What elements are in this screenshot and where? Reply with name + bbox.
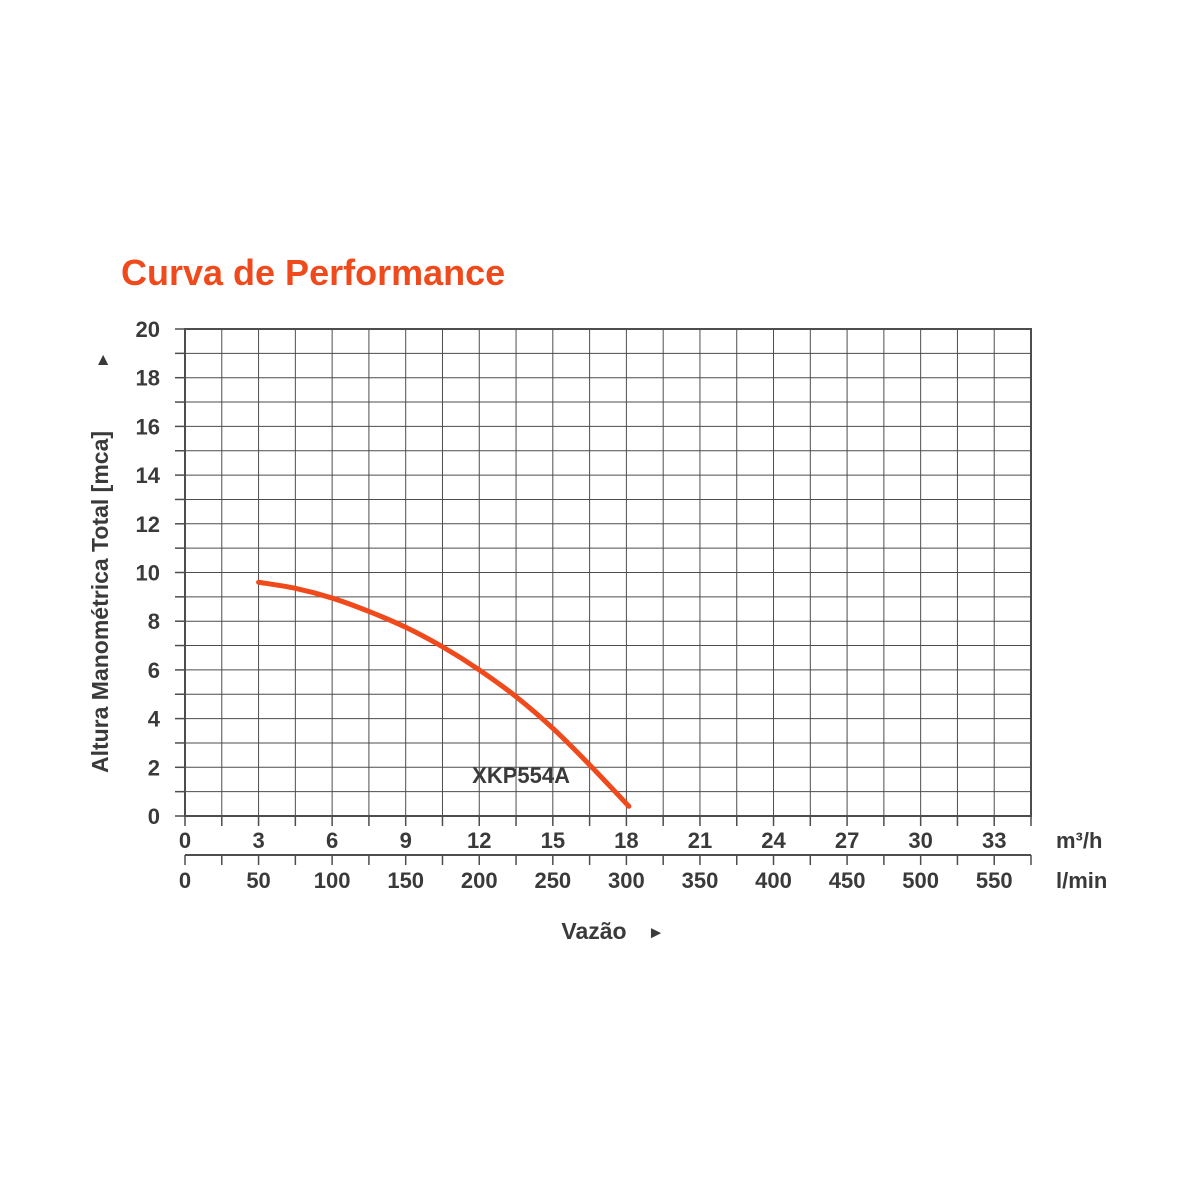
y-tick-label: 18 xyxy=(136,366,160,391)
y-axis-label: Altura Manométrica Total [mca] xyxy=(87,431,113,773)
x-tick-label-primary: 30 xyxy=(908,828,932,853)
x-tick-label-secondary: 400 xyxy=(755,868,792,893)
x-tick-label-primary: 21 xyxy=(688,828,712,853)
x-tick-label-secondary: 500 xyxy=(902,868,939,893)
x-tick-label-secondary: 550 xyxy=(976,868,1013,893)
x-tick-label-secondary: 50 xyxy=(246,868,270,893)
y-axis-arrow-icon: ► xyxy=(93,352,112,369)
y-tick-label: 2 xyxy=(148,755,160,780)
x-tick-label-primary: 12 xyxy=(467,828,491,853)
y-tick-label: 8 xyxy=(148,609,160,634)
x-tick-label-primary: 9 xyxy=(400,828,412,853)
x-tick-label-primary: 15 xyxy=(541,828,565,853)
y-tick-label: 0 xyxy=(148,804,160,829)
x-tick-label-secondary: 350 xyxy=(682,868,719,893)
plot-border xyxy=(184,328,1032,817)
x-tick-label-primary: 0 xyxy=(179,828,191,853)
y-tick-label: 16 xyxy=(136,414,160,439)
x-tick-label-primary: 27 xyxy=(835,828,859,853)
x-tick-label-secondary: 200 xyxy=(461,868,498,893)
y-tick-label: 6 xyxy=(148,658,160,683)
x-tick-label-primary: 24 xyxy=(761,828,786,853)
x-tick-label-secondary: 150 xyxy=(387,868,424,893)
y-tick-label: 20 xyxy=(136,317,160,342)
x-axis-label: Vazão xyxy=(561,918,626,944)
y-tick-label: 14 xyxy=(136,463,161,488)
x-tick-label-primary: 33 xyxy=(982,828,1006,853)
series-label: XKP554A xyxy=(472,763,570,788)
plot-frame xyxy=(184,328,1032,817)
y-tick-label: 4 xyxy=(148,707,161,732)
x-tick-label-secondary: 0 xyxy=(179,868,191,893)
x-tick-label-primary: 6 xyxy=(326,828,338,853)
y-axis-title: Altura Manométrica Total [mca] ► xyxy=(87,352,113,773)
x-unit-secondary: l/min xyxy=(1056,868,1107,893)
x-tick-label-primary: 3 xyxy=(252,828,264,853)
x-tick-label-secondary: 250 xyxy=(534,868,571,893)
series-line-xkp554a xyxy=(256,579,632,809)
y-tick-label: 12 xyxy=(136,512,160,537)
x-tick-label-secondary: 300 xyxy=(608,868,645,893)
curve-layer: XKP554A xyxy=(256,579,632,809)
chart-title: Curva de Performance xyxy=(121,252,505,293)
x-axis-arrow-icon: ► xyxy=(648,923,665,942)
y-tick-label: 10 xyxy=(136,561,160,586)
x-tick-label-secondary: 100 xyxy=(314,868,351,893)
x-tick-label-secondary: 450 xyxy=(829,868,866,893)
x-unit-primary: m³/h xyxy=(1056,828,1102,853)
x-tick-label-primary: 18 xyxy=(614,828,638,853)
grid xyxy=(185,329,1031,816)
